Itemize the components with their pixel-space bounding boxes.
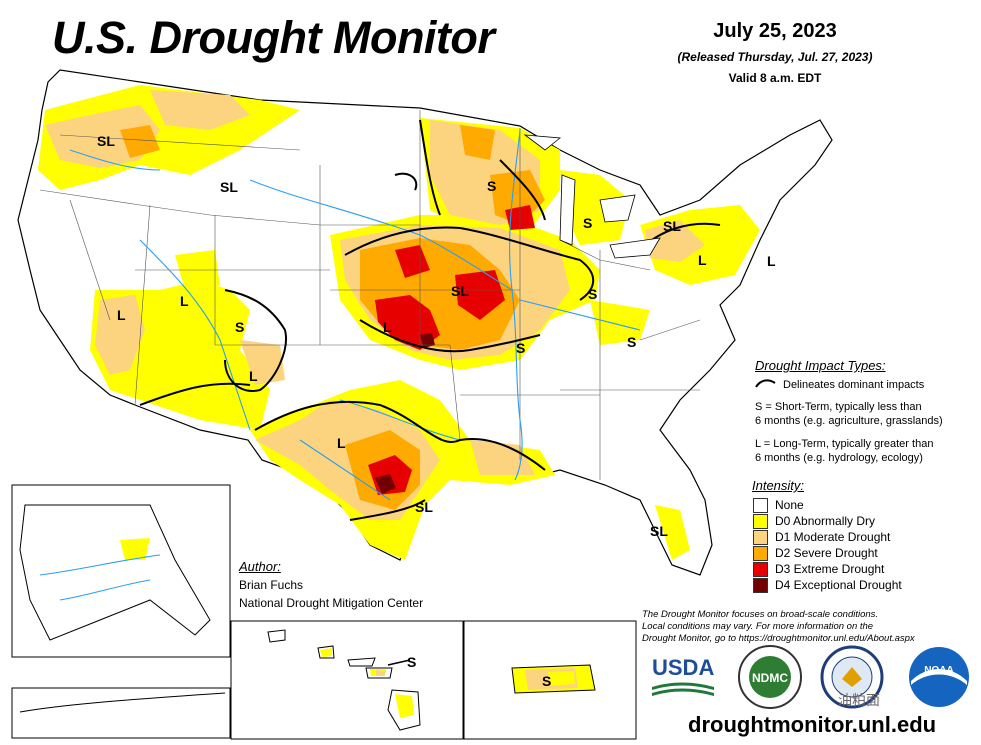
rivers <box>69 129 641 501</box>
label-s-wisconsin: S <box>487 178 496 194</box>
label-s-hawaii: S <box>407 654 416 670</box>
alaska-d0 <box>120 538 150 560</box>
intensity-label: D4 Exceptional Drought <box>775 578 902 592</box>
label-s-michigan: S <box>583 215 592 231</box>
label-l-pennsylvania: L <box>698 252 707 268</box>
swatch-d2 <box>753 546 768 562</box>
release-date: (Released Thursday, Jul. 27, 2023) <box>677 50 873 64</box>
usda-logo: USDA <box>652 655 714 701</box>
ndmc-logo-text: NDMC <box>752 671 788 685</box>
impact-s-line2: 6 months (e.g. agriculture, grasslands) <box>755 415 943 427</box>
impact-s-line1: S = Short-Term, typically less than <box>755 401 922 413</box>
note-line3: Drought Monitor, go to https://droughtmo… <box>642 633 915 644</box>
label-s-missouri: S <box>516 340 525 356</box>
intensity-label: D3 Extreme Drought <box>775 562 885 576</box>
label-s-puertorico: S <box>542 673 551 689</box>
swatch-d3 <box>753 562 768 578</box>
label-sl-missouri: SL <box>451 283 469 299</box>
swatch-d0 <box>753 514 768 530</box>
disclaimer-note: The Drought Monitor focuses on broad-sca… <box>642 609 981 645</box>
label-l-texas: L <box>337 435 346 451</box>
label-sl-montana: SL <box>220 179 238 195</box>
usda-logo-text: USDA <box>652 655 715 680</box>
label-l-newmexico: L <box>249 368 258 384</box>
label-sl-ohio: SL <box>663 218 681 234</box>
map-date: July 25, 2023 <box>713 20 837 42</box>
label-l-utah: L <box>180 293 189 309</box>
label-l-nevada: L <box>117 307 126 323</box>
intensity-label: D1 Moderate Drought <box>775 530 891 544</box>
label-l-newjersey: L <box>767 253 776 269</box>
alaska-rivers <box>39 554 161 601</box>
intensity-label: D2 Severe Drought <box>775 546 878 560</box>
commerce-seal-icon <box>820 645 884 709</box>
impact-l-line1: L = Long-Term, typically greater than <box>755 438 934 450</box>
author-org: National Drought Mitigation Center <box>239 596 424 610</box>
note-line1: The Drought Monitor focuses on broad-sca… <box>642 609 879 620</box>
intensity-item-d3: D3 Extreme Drought <box>753 561 902 578</box>
intensity-label: D0 Abnormally Dry <box>775 514 876 528</box>
valid-time: Valid 8 a.m. EDT <box>728 71 822 85</box>
intensity-item-d0: D0 Abnormally Dry <box>753 513 902 530</box>
swatch-d4 <box>753 578 768 594</box>
noaa-logo: NOAA <box>909 647 969 707</box>
intensity-legend-list: None D0 Abnormally Dry D1 Moderate Droug… <box>753 497 902 594</box>
label-sl-texas: SL <box>415 499 433 515</box>
label-l-kansas: L <box>383 319 392 335</box>
intensity-legend-title: Intensity: <box>752 478 805 493</box>
note-line2: Local conditions may vary. For more info… <box>642 621 874 632</box>
great-lakes <box>523 134 661 259</box>
label-sl-florida: SL <box>650 523 668 539</box>
impact-l-line2: 6 months (e.g. hydrology, ecology) <box>755 452 923 464</box>
impact-labels: SL SL L L S L L SL L SL S S S S SL L L S… <box>97 133 776 689</box>
label-s-illinois: S <box>588 286 597 302</box>
impact-line-desc: Delineates dominant impacts <box>783 379 925 391</box>
label-s-carolina: S <box>627 334 636 350</box>
swatch-d1 <box>753 530 768 546</box>
state-boundaries <box>39 110 701 480</box>
author-title: Author: <box>239 559 281 574</box>
intensity-item-none: None <box>753 497 902 514</box>
impact-legend-title: Drought Impact Types: <box>755 358 886 373</box>
impact-line-sample-icon <box>755 379 776 388</box>
alaska-outline <box>19 504 211 641</box>
ndmc-logo: NDMC <box>738 645 802 709</box>
intensity-item-d2: D2 Severe Drought <box>753 545 902 562</box>
aleutians-inset <box>11 687 231 739</box>
noaa-logo-text: NOAA <box>924 665 953 676</box>
swatch-none <box>753 498 768 514</box>
label-s-utah: S <box>235 319 244 335</box>
intensity-item-d1: D1 Moderate Drought <box>753 529 902 546</box>
label-sl-northwest: SL <box>97 133 115 149</box>
map-title: U.S. Drought Monitor <box>52 12 495 63</box>
intensity-label: None <box>775 498 804 512</box>
usda-hills-icon <box>652 682 714 696</box>
intensity-item-d4: D4 Exceptional Drought <box>753 577 902 594</box>
hawaii-inset <box>230 620 464 740</box>
hawaii-d1 <box>376 670 386 676</box>
watermark: 油粕面 <box>838 692 880 708</box>
author-name: Brian Fuchs <box>239 578 304 592</box>
d4-areas <box>375 333 435 494</box>
site-url[interactable]: droughtmonitor.unl.edu <box>688 712 937 737</box>
